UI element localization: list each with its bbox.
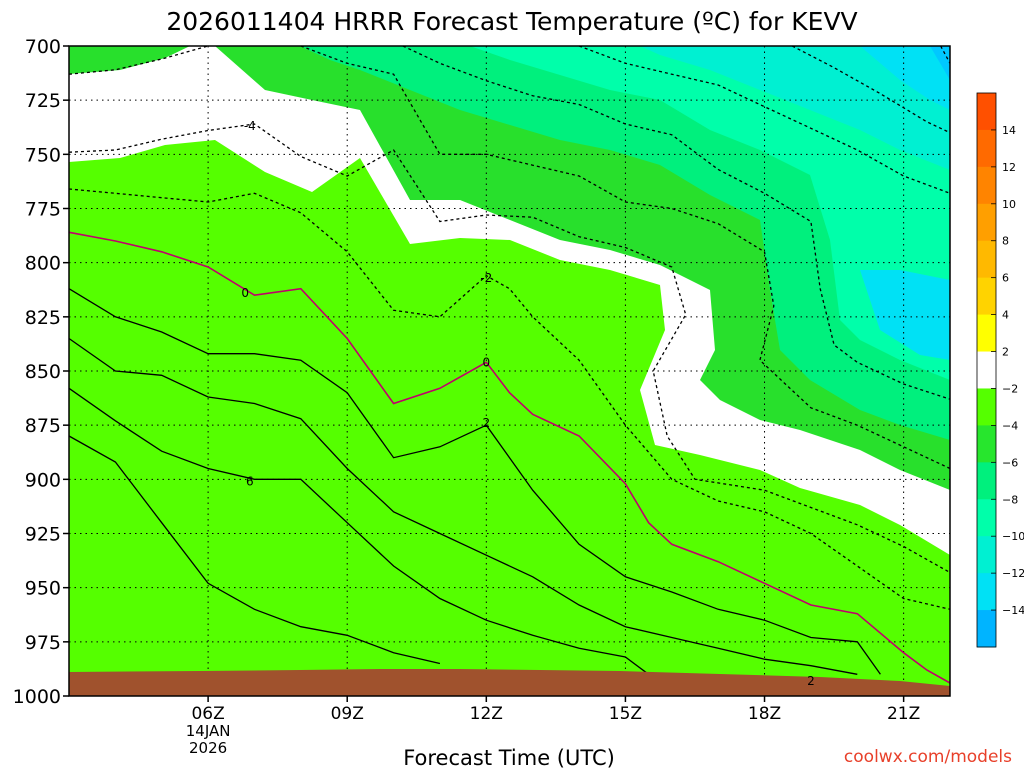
colorbar-bin-0 <box>977 93 996 131</box>
colorbar-label-6: 2 <box>1002 346 1009 359</box>
x-tick-label-21Z: 21Z <box>887 704 920 724</box>
contour-label-3: 0 <box>482 355 490 369</box>
colorbar-label-12: −12 <box>1002 567 1024 580</box>
y-tick-label-750: 750 <box>25 144 61 166</box>
isotherm--12-line-11 <box>792 45 951 134</box>
ground-surface <box>69 669 950 696</box>
colorbar-bin-9 <box>977 425 996 463</box>
isotherm--6-line-8 <box>300 45 951 470</box>
fill-neg14-to-neg12 <box>860 46 950 110</box>
y-tick-label-900: 900 <box>25 469 61 491</box>
colorbar-label-7: −2 <box>1002 382 1018 395</box>
credit-link[interactable]: coolwx.com/models <box>844 747 1012 767</box>
colorbar-bin-6 <box>977 314 996 353</box>
colorbar-bin-1 <box>977 129 996 168</box>
y-tick-label-775: 775 <box>25 199 61 221</box>
isotherm-8-line-0 <box>68 435 441 665</box>
contour-label-0: -4 <box>244 119 256 133</box>
contour-label-6: 2 <box>807 674 815 688</box>
colorbar-label-5: 4 <box>1002 309 1009 322</box>
colorbar-label-2: 10 <box>1002 198 1016 211</box>
x-axis-label: Forecast Time (UTC) <box>403 746 615 768</box>
colorbar-bin-11 <box>977 499 996 537</box>
isotherm-6-line-1 <box>68 387 649 675</box>
colorbar-label-11: −10 <box>1002 530 1024 543</box>
colorbar-bin-13 <box>977 573 996 611</box>
isotherm--4-line-6 <box>68 123 951 574</box>
y-tick-label-1000: 1000 <box>13 686 61 708</box>
x-tick-label-15Z: 15Z <box>609 704 642 724</box>
isotherm-4-line-2 <box>68 337 858 675</box>
colorbar-bin-4 <box>977 240 996 279</box>
colorbar-bin-2 <box>977 166 996 205</box>
isotherm--8-line-9 <box>402 45 951 400</box>
y-tick-label-800: 800 <box>25 253 61 275</box>
x-tick-label-12Z: 12Z <box>470 704 503 724</box>
y-tick-label-700: 700 <box>25 36 61 58</box>
colorbar-bin-5 <box>977 277 996 316</box>
colorbar-bin-3 <box>977 203 996 242</box>
y-tick-label-825: 825 <box>25 307 61 329</box>
contour-labels: -4 0 -2 0 2 6 2 <box>241 119 814 688</box>
colorbar-label-4: 6 <box>1002 272 1009 285</box>
contour-label-1: 0 <box>241 286 249 300</box>
colorbar-bin-10 <box>977 462 996 500</box>
contour-label-2: -2 <box>480 271 492 285</box>
fill-neg10-to-neg8 <box>470 46 950 380</box>
colorbar: 14 12 10 8 6 4 2 −2 −4 −6 −8 −10 −12 −14 <box>976 92 1024 648</box>
colorbar-bin-14 <box>977 610 996 648</box>
colorbar-label-3: 8 <box>1002 235 1009 248</box>
y-tick-label-850: 850 <box>25 361 61 383</box>
colorbar-label-13: −14 <box>1002 604 1024 617</box>
isotherm-2-line-3 <box>68 288 881 675</box>
colorbar-label-8: −4 <box>1002 419 1018 432</box>
y-tick-label-875: 875 <box>25 415 61 437</box>
x-year-label: 2026 <box>189 739 227 757</box>
fill-neg12-to-neg10 <box>640 46 950 170</box>
contour-label-4: 2 <box>482 416 490 430</box>
isotherm-lines <box>68 45 951 684</box>
y-axis: 700 725 750 775 800 825 850 875 900 925 950 975 1000 <box>13 36 69 708</box>
x-tick-label-06Z: 06Z <box>191 704 224 724</box>
y-tick-label-725: 725 <box>25 90 61 112</box>
colorbar-bin-7 <box>977 351 996 389</box>
colorbar-label-10: −8 <box>1002 493 1018 506</box>
colorbar-label-1: 12 <box>1002 161 1016 174</box>
fill-neg4-to-neg2 <box>69 140 950 696</box>
grid-lines <box>69 46 950 696</box>
colorbar-label-0: 14 <box>1002 124 1016 137</box>
colorbar-bin-8 <box>977 388 996 426</box>
chart-title: 2026011404 HRRR Forecast Temperature (ºC… <box>166 7 857 36</box>
colorbar-bin-12 <box>977 536 996 574</box>
x-tick-label-09Z: 09Z <box>331 704 364 724</box>
fill-neg14-region-mid <box>860 270 950 360</box>
y-tick-label-925: 925 <box>25 524 61 546</box>
colorbar-frame <box>976 92 997 648</box>
x-tick-label-18Z: 18Z <box>748 704 781 724</box>
y-tick-label-950: 950 <box>25 578 61 600</box>
isotherm-0-line-4 <box>68 231 951 684</box>
y-tick-label-975: 975 <box>25 632 61 654</box>
colorbar-label-9: −6 <box>1002 456 1018 469</box>
contour-label-5: 6 <box>246 475 254 489</box>
x-date-label: 14JAN <box>186 722 231 740</box>
fill-below-neg14 <box>930 46 950 80</box>
